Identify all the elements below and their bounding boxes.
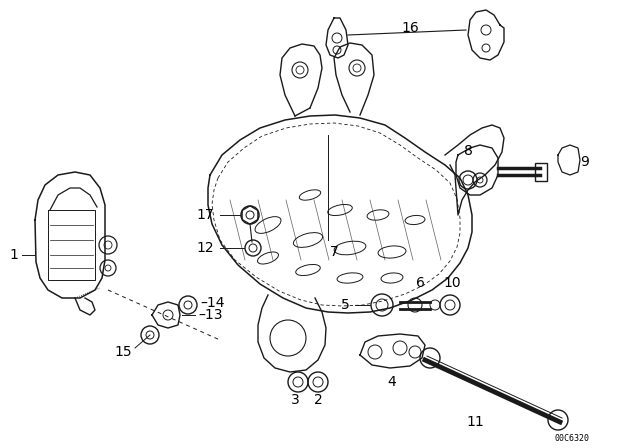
Text: 7: 7 — [330, 245, 339, 259]
Text: 2: 2 — [314, 393, 323, 407]
Text: 16: 16 — [401, 21, 419, 35]
Text: 8: 8 — [463, 144, 472, 158]
Text: –14: –14 — [200, 296, 225, 310]
Text: 4: 4 — [388, 375, 396, 389]
Text: 5: 5 — [341, 298, 350, 312]
Text: 1: 1 — [9, 248, 18, 262]
Text: 6: 6 — [415, 276, 424, 290]
Text: 15: 15 — [115, 345, 132, 359]
Text: 17: 17 — [196, 208, 214, 222]
Text: 00C6320: 00C6320 — [554, 434, 589, 443]
Text: 12: 12 — [196, 241, 214, 255]
Text: –13: –13 — [198, 308, 223, 322]
Bar — [535, 163, 547, 181]
Text: 10: 10 — [443, 276, 461, 290]
Text: 11: 11 — [466, 415, 484, 429]
Text: 9: 9 — [580, 155, 589, 169]
Text: 3: 3 — [291, 393, 300, 407]
